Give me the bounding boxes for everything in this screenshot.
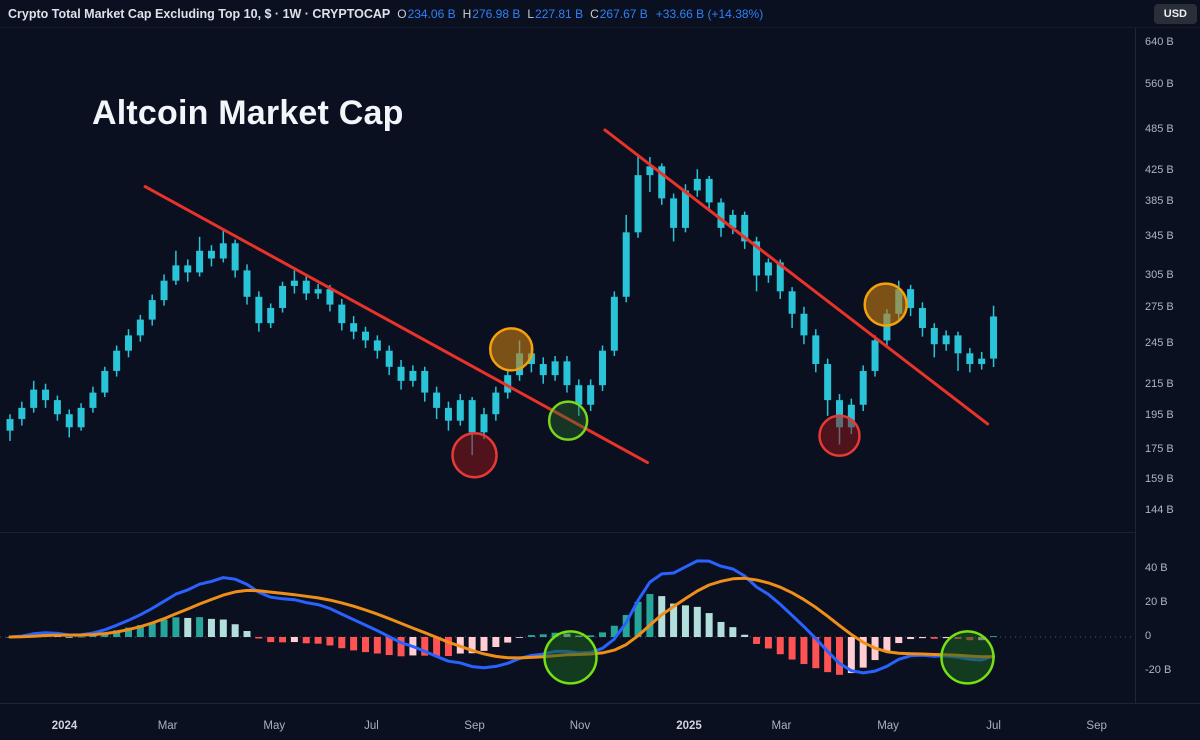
indicator-tick-label: 0 <box>1145 630 1152 642</box>
downtrend-2024[interactable] <box>143 185 650 465</box>
ohlc-close-value: 267.67 B <box>599 6 648 21</box>
ohlc-open-label: O <box>397 6 407 21</box>
time-tick-label: Sep <box>464 720 485 732</box>
indicator-tick-label: 20 B <box>1145 596 1168 608</box>
ohlc-high-label: H <box>462 6 472 21</box>
red-circle-sep-2024-low[interactable] <box>451 431 498 479</box>
pane-separator[interactable] <box>0 532 1135 533</box>
price-tick-label: 245 B <box>1145 337 1174 350</box>
orange-circle-may-2025-high[interactable] <box>863 282 908 327</box>
time-tick-label: Jul <box>986 720 1001 732</box>
time-tick-label: 2024 <box>51 720 78 732</box>
currency-usd-button[interactable]: USD <box>1153 4 1197 24</box>
ohlc-low-value: 227.81 B <box>535 6 584 21</box>
time-tick-label: Nov <box>569 720 591 732</box>
price-axis[interactable]: 640 B 560 B 485 B 425 B 385 B 345 B 305 B 275 B… <box>1135 28 1200 703</box>
red-circle-apr-2025-low[interactable] <box>818 414 861 457</box>
time-tick-label: 2025 <box>676 720 702 732</box>
indicator-tick-label: -20 B <box>1145 664 1172 676</box>
green-circle-macd-jun-2025[interactable] <box>940 630 995 685</box>
orange-circle-oct-2024-high[interactable] <box>489 327 534 372</box>
price-tick-label: 195 B <box>1145 408 1174 421</box>
price-tick-label: 159 B <box>1145 472 1174 485</box>
macd-line <box>8 559 995 675</box>
price-tick-label: 425 B <box>1145 164 1174 177</box>
price-tick-label: 144 B <box>1145 503 1174 516</box>
macd-signal-line <box>8 576 995 660</box>
ohlc-high-value: 276.98 B <box>472 6 521 21</box>
indicator-tick-label: 40 B <box>1145 562 1168 574</box>
price-tick-label: 275 B <box>1145 300 1174 313</box>
price-tick-label: 640 B <box>1145 36 1174 48</box>
time-tick-label: Mar <box>771 720 792 732</box>
candlestick-series <box>6 154 998 456</box>
time-tick-label: May <box>877 720 899 732</box>
ohlc-low-label: L <box>527 6 535 21</box>
ohlc-close-label: C <box>590 6 599 21</box>
green-circle-macd-nov-2024[interactable] <box>543 630 598 685</box>
chart-header: Crypto Total Market Cap Excluding Top 10… <box>0 0 1200 28</box>
price-tick-label: 385 B <box>1145 195 1174 208</box>
time-tick-label: Sep <box>1086 720 1107 732</box>
price-tick-label: 305 B <box>1145 268 1174 281</box>
symbol-title[interactable]: Crypto Total Market Cap Excluding Top 10… <box>8 6 391 21</box>
price-tick-label: 175 B <box>1145 442 1174 455</box>
price-tick-label: 215 B <box>1145 378 1174 391</box>
ohlc-change: +33.66 B (+14.38%) <box>655 6 764 21</box>
macd-histogram <box>6 594 998 675</box>
price-tick-label: 345 B <box>1145 229 1174 242</box>
ohlc-open-value: 234.06 B <box>407 6 456 21</box>
time-tick-label: May <box>263 720 286 732</box>
green-circle-nov-2024-retest[interactable] <box>547 400 589 441</box>
chart-title-overlay: Altcoin Market Cap <box>92 94 404 132</box>
price-tick-label: 560 B <box>1145 77 1174 90</box>
time-axis[interactable]: 2024 Mar May Jul Sep Nov 2025 Mar May Jul Sep <box>0 703 1200 740</box>
price-tick-label: 485 B <box>1145 122 1174 135</box>
time-tick-label: Mar <box>157 720 178 732</box>
downtrend-2025[interactable] <box>603 128 990 426</box>
time-tick-label: Jul <box>364 720 379 732</box>
